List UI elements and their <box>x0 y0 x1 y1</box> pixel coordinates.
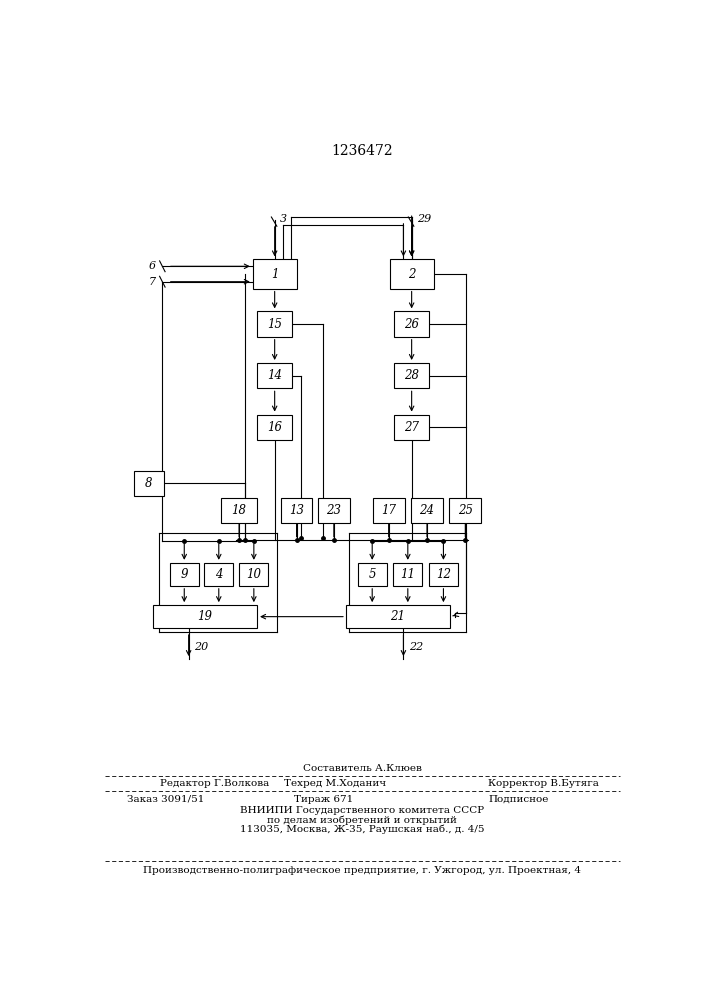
Text: Составитель А.Клюев: Составитель А.Клюев <box>303 764 422 773</box>
Text: Заказ 3091/51: Заказ 3091/51 <box>127 795 204 804</box>
FancyBboxPatch shape <box>281 498 312 523</box>
Text: 12: 12 <box>436 568 451 581</box>
Text: 26: 26 <box>404 318 419 331</box>
Text: 8: 8 <box>145 477 153 490</box>
Text: 24: 24 <box>419 504 435 517</box>
FancyBboxPatch shape <box>390 259 433 289</box>
Text: 23: 23 <box>327 504 341 517</box>
Text: 20: 20 <box>194 642 209 652</box>
FancyBboxPatch shape <box>318 498 350 523</box>
FancyBboxPatch shape <box>346 605 450 628</box>
Text: Тираж 671: Тираж 671 <box>294 795 354 804</box>
FancyBboxPatch shape <box>204 563 233 586</box>
FancyBboxPatch shape <box>257 415 293 440</box>
Text: 10: 10 <box>246 568 262 581</box>
FancyBboxPatch shape <box>257 363 293 388</box>
Text: 29: 29 <box>417 214 431 224</box>
Text: 21: 21 <box>390 610 405 623</box>
Text: 1: 1 <box>271 267 279 280</box>
Text: 16: 16 <box>267 421 282 434</box>
Text: 17: 17 <box>381 504 396 517</box>
FancyBboxPatch shape <box>358 563 387 586</box>
Text: 113035, Москва, Ж-35, Раушская наб., д. 4/5: 113035, Москва, Ж-35, Раушская наб., д. … <box>240 824 484 834</box>
FancyBboxPatch shape <box>221 498 257 523</box>
Text: 15: 15 <box>267 318 282 331</box>
Text: 2: 2 <box>408 267 416 280</box>
Text: Редактор Г.Волкова: Редактор Г.Волкова <box>160 779 269 788</box>
Text: 5: 5 <box>368 568 376 581</box>
Text: 4: 4 <box>215 568 223 581</box>
Text: 28: 28 <box>404 369 419 382</box>
Text: 11: 11 <box>400 568 415 581</box>
FancyBboxPatch shape <box>450 498 481 523</box>
Text: 6: 6 <box>148 261 156 271</box>
FancyBboxPatch shape <box>257 311 293 337</box>
FancyBboxPatch shape <box>134 471 164 496</box>
Text: ВНИИПИ Государственного комитета СССР: ВНИИПИ Государственного комитета СССР <box>240 806 484 815</box>
Text: по делам изобретений и открытий: по делам изобретений и открытий <box>267 815 457 825</box>
FancyBboxPatch shape <box>394 363 429 388</box>
FancyBboxPatch shape <box>240 563 269 586</box>
FancyBboxPatch shape <box>429 563 458 586</box>
Text: 1236472: 1236472 <box>332 144 393 158</box>
FancyBboxPatch shape <box>253 259 297 289</box>
Text: Подписное: Подписное <box>489 795 549 804</box>
Text: 25: 25 <box>458 504 473 517</box>
Text: Корректор В.Бутяга: Корректор В.Бутяга <box>489 779 600 788</box>
Text: 18: 18 <box>232 504 247 517</box>
Text: Техред М.Ходанич: Техред М.Ходанич <box>284 779 386 788</box>
Text: 7: 7 <box>148 277 156 287</box>
FancyBboxPatch shape <box>153 605 257 628</box>
FancyBboxPatch shape <box>411 498 443 523</box>
Text: Производственно-полиграфическое предприятие, г. Ужгород, ул. Проектная, 4: Производственно-полиграфическое предприя… <box>144 866 581 875</box>
FancyBboxPatch shape <box>170 563 199 586</box>
Text: 3: 3 <box>280 214 287 224</box>
FancyBboxPatch shape <box>393 563 422 586</box>
Text: 19: 19 <box>197 610 213 623</box>
Text: 14: 14 <box>267 369 282 382</box>
FancyBboxPatch shape <box>373 498 404 523</box>
Text: 22: 22 <box>409 642 423 652</box>
Text: 13: 13 <box>289 504 304 517</box>
FancyBboxPatch shape <box>394 311 429 337</box>
FancyBboxPatch shape <box>394 415 429 440</box>
Text: 9: 9 <box>180 568 188 581</box>
Text: 27: 27 <box>404 421 419 434</box>
